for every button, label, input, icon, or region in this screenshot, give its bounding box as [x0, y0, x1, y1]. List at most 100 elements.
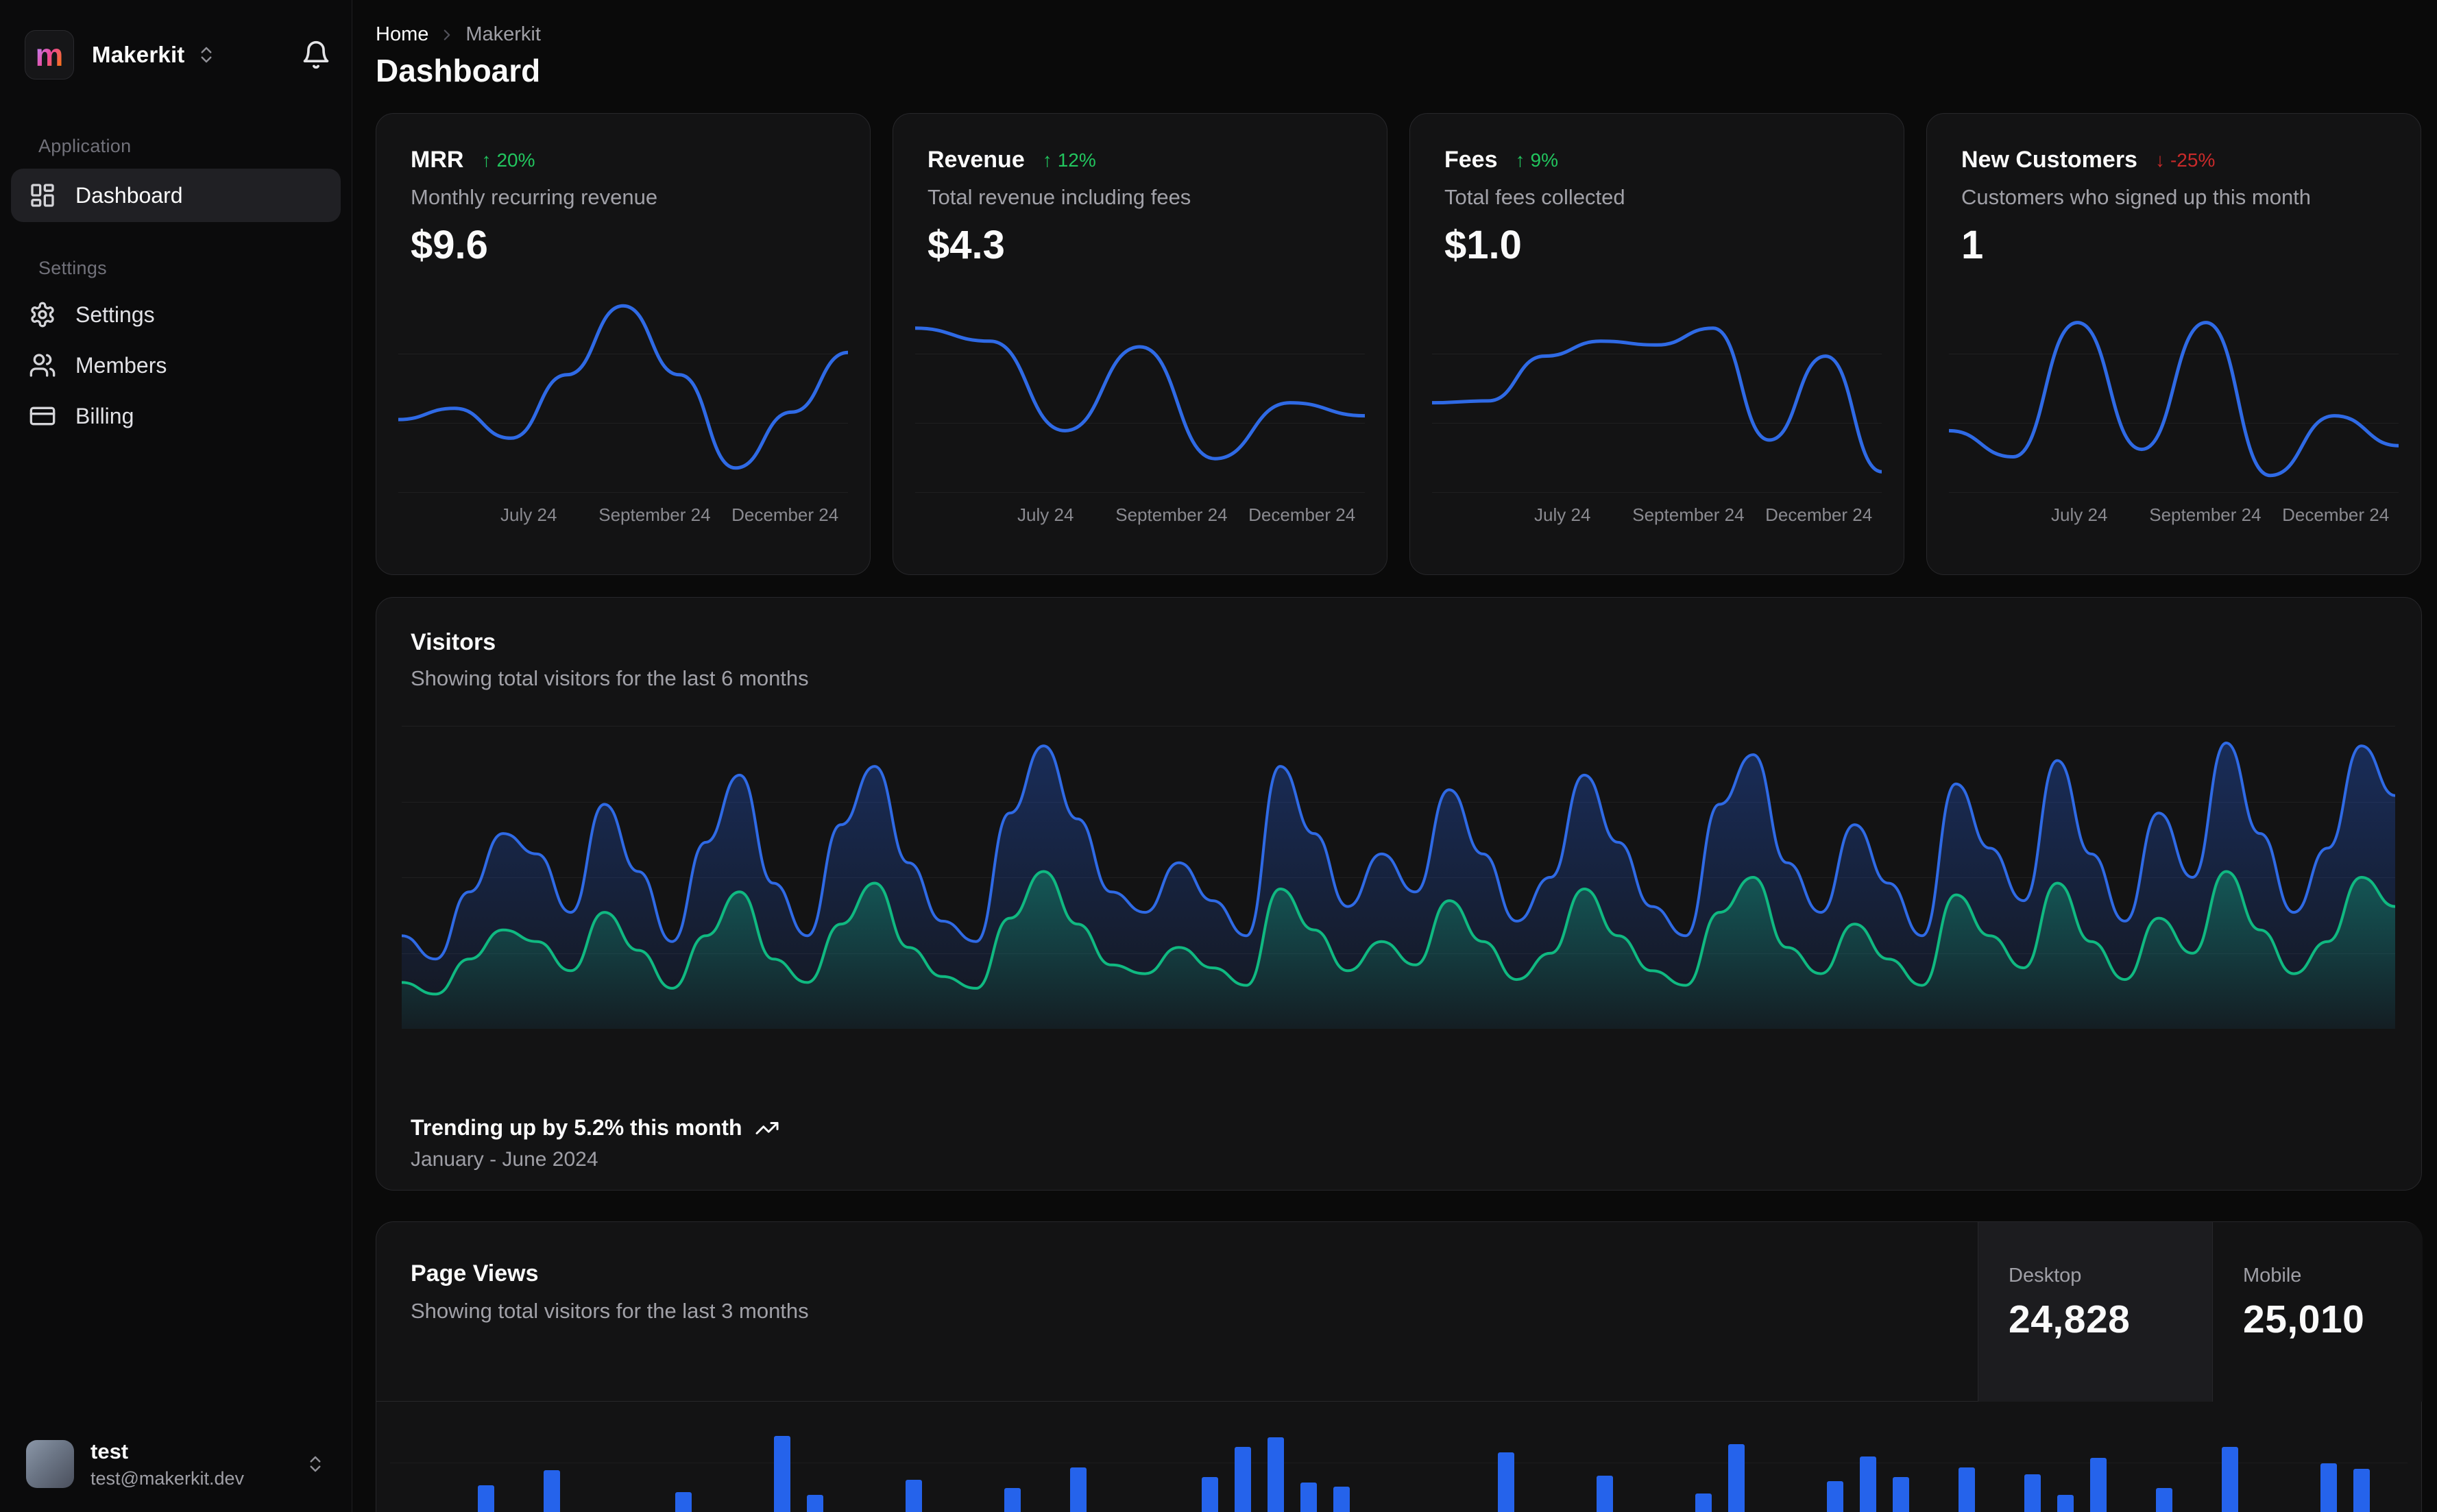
- tab-mobile[interactable]: Mobile 25,010: [2212, 1222, 2423, 1402]
- stat-value: $9.6: [411, 222, 488, 268]
- visitors-area-chart: [402, 726, 2395, 1029]
- sidebar-item-members[interactable]: Members: [11, 339, 341, 392]
- bar: [2090, 1458, 2107, 1512]
- avatar: [26, 1440, 74, 1488]
- trending-note: Trending up by 5.2% this month: [411, 1115, 779, 1141]
- trend-badge: ↑9%: [1516, 149, 1558, 171]
- stat-description: Total revenue including fees: [927, 185, 1191, 210]
- arrow-up-icon: ↑: [481, 149, 491, 171]
- user-menu[interactable]: test test@makerkit.dev: [16, 1431, 335, 1497]
- bar: [1728, 1444, 1745, 1512]
- bar: [1893, 1477, 1909, 1512]
- breadcrumb-current: Makerkit: [465, 23, 541, 46]
- trending-up-icon: [755, 1116, 779, 1141]
- layout-dashboard-icon: [29, 182, 56, 209]
- bar: [2156, 1488, 2172, 1512]
- stat-description: Monthly recurring revenue: [411, 185, 657, 210]
- stat-title: New Customers: [1961, 147, 2137, 173]
- bar: [478, 1485, 494, 1512]
- page-views-card: Page Views Showing total visitors for th…: [376, 1221, 2422, 1512]
- chevrons-up-down-icon: [305, 1454, 326, 1474]
- bar: [1202, 1477, 1218, 1512]
- workspace-name: Makerkit: [92, 42, 185, 68]
- stat-description: Customers who signed up this month: [1961, 185, 2311, 210]
- bar: [1004, 1488, 1021, 1512]
- page-title: Dashboard: [376, 52, 540, 89]
- stat-value: 24,828: [2009, 1297, 2212, 1342]
- arrow-up-icon: ↑: [1043, 149, 1052, 171]
- gear-icon: [29, 301, 56, 328]
- bar: [2353, 1469, 2370, 1512]
- sidebar-item-label: Members: [75, 353, 167, 378]
- user-name: test: [90, 1439, 244, 1464]
- sidebar-item-dashboard[interactable]: Dashboard: [11, 169, 341, 222]
- bar: [2057, 1495, 2074, 1512]
- x-axis-labels: July 24 September 24 December 24: [1949, 504, 2399, 532]
- stat-description: Total fees collected: [1444, 185, 1625, 210]
- trend-badge: ↑20%: [481, 149, 535, 171]
- breadcrumb-home-link[interactable]: Home: [376, 23, 428, 46]
- section-label-application: Application: [38, 136, 131, 157]
- bar: [2320, 1463, 2337, 1512]
- arrow-up-icon: ↑: [1516, 149, 1525, 171]
- arrow-down-icon: ↓: [2155, 149, 2165, 171]
- stat-title: MRR: [411, 147, 463, 173]
- stat-value: 1: [1961, 222, 1983, 268]
- trend-badge: ↓-25%: [2155, 149, 2215, 171]
- credit-card-icon: [29, 402, 56, 430]
- stat-card-new-customers: New Customers ↓-25% Customers who signed…: [1926, 113, 2421, 575]
- revenue-sparkline-chart: [915, 295, 1365, 492]
- bar: [774, 1436, 790, 1512]
- bar: [1070, 1467, 1087, 1512]
- stat-card-revenue: Revenue ↑12% Total revenue including fee…: [893, 113, 1387, 575]
- makerkit-logo: m: [25, 30, 74, 80]
- bar: [1827, 1481, 1843, 1512]
- workspace-selector[interactable]: m Makerkit: [25, 27, 331, 82]
- sidebar: m Makerkit Application Dashboard Setting…: [0, 0, 352, 1512]
- bar: [1268, 1437, 1284, 1512]
- bar: [2024, 1474, 2041, 1512]
- bar: [1498, 1452, 1514, 1512]
- sidebar-item-settings[interactable]: Settings: [11, 288, 341, 341]
- stat-card-fees: Fees ↑9% Total fees collected $1.0 July …: [1409, 113, 1904, 575]
- stat-label: Mobile: [2243, 1265, 2423, 1287]
- bar: [1959, 1467, 1975, 1512]
- chevrons-up-down-icon: [196, 45, 217, 65]
- sidebar-item-billing[interactable]: Billing: [11, 389, 341, 443]
- bar: [1695, 1493, 1712, 1512]
- bar: [906, 1480, 922, 1512]
- users-icon: [29, 352, 56, 379]
- page-views-bar-chart: [412, 1413, 2408, 1512]
- bar: [1860, 1456, 1876, 1512]
- breadcrumb: Home Makerkit: [376, 23, 541, 46]
- mrr-sparkline-chart: [398, 295, 848, 492]
- bar: [1300, 1483, 1317, 1512]
- sidebar-item-label: Settings: [75, 302, 155, 328]
- bar: [1597, 1476, 1613, 1512]
- chevron-right-icon: [438, 26, 456, 44]
- stat-label: Desktop: [2009, 1265, 2212, 1287]
- page-views-title: Page Views: [411, 1260, 539, 1287]
- visitors-card: Visitors Showing total visitors for the …: [376, 597, 2422, 1191]
- sidebar-item-label: Billing: [75, 404, 134, 429]
- user-email: test@makerkit.dev: [90, 1468, 244, 1489]
- bar: [1235, 1447, 1251, 1512]
- x-axis-labels: July 24 September 24 December 24: [1432, 504, 1882, 532]
- stat-value: 25,010: [2243, 1297, 2423, 1342]
- x-axis-labels: July 24 September 24 December 24: [915, 504, 1365, 532]
- stat-value: $1.0: [1444, 222, 1522, 268]
- sidebar-item-label: Dashboard: [75, 183, 183, 208]
- bar: [2222, 1447, 2238, 1512]
- new-customers-sparkline-chart: [1949, 295, 2399, 492]
- section-label-settings: Settings: [38, 258, 107, 279]
- page-views-subtitle: Showing total visitors for the last 3 mo…: [411, 1299, 809, 1324]
- stat-card-mrr: MRR ↑20% Monthly recurring revenue $9.6 …: [376, 113, 871, 575]
- page-views-header: Page Views Showing total visitors for th…: [376, 1222, 2421, 1402]
- visitors-subtitle: Showing total visitors for the last 6 mo…: [411, 666, 809, 691]
- x-axis-labels: July 24 September 24 December 24: [398, 504, 848, 532]
- tab-desktop[interactable]: Desktop 24,828: [1978, 1222, 2212, 1402]
- stat-title: Revenue: [927, 147, 1025, 173]
- bar: [544, 1470, 560, 1512]
- bar: [807, 1495, 823, 1512]
- bell-icon[interactable]: [301, 40, 331, 70]
